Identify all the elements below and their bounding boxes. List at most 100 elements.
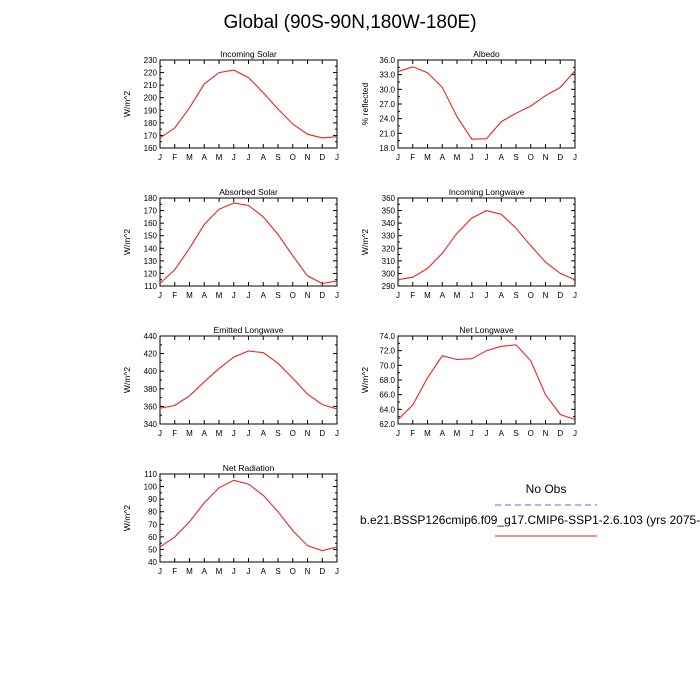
panel-title: Incoming Longwave xyxy=(449,187,525,197)
month-label: O xyxy=(290,429,296,438)
y-tick-label: 210 xyxy=(144,81,158,90)
y-tick-label: 70 xyxy=(148,520,157,529)
y-tick-label: 21.0 xyxy=(379,129,395,138)
month-label: N xyxy=(543,429,549,438)
panel-net-longwave: 62.064.066.068.070.072.074.0J F M A M J J A S O N D… xyxy=(360,325,577,438)
month-label: A xyxy=(202,429,208,438)
month-label: J xyxy=(232,429,236,438)
month-label: A xyxy=(261,429,267,438)
series-line-absorbed-solar xyxy=(159,202,338,285)
panel-title: Incoming Solar xyxy=(220,49,277,59)
plot-frame xyxy=(159,473,338,563)
month-label: S xyxy=(513,429,518,438)
month-label: J xyxy=(335,291,339,300)
month-label: D xyxy=(557,153,563,162)
month-label: M xyxy=(424,291,431,300)
series-line-net-longwave xyxy=(397,344,576,421)
month-label: M xyxy=(186,291,193,300)
month-label: M xyxy=(454,291,461,300)
y-tick-label: 230 xyxy=(144,56,158,65)
y-tick-label: 140 xyxy=(144,244,158,253)
month-label: J xyxy=(247,291,251,300)
y-tick-label: 160 xyxy=(144,144,158,153)
y-tick-label: 170 xyxy=(144,131,158,140)
y-tick-label: 90 xyxy=(148,495,157,504)
y-tick-label: 36.0 xyxy=(379,56,395,65)
month-label: O xyxy=(290,291,296,300)
y-tick-label: 440 xyxy=(144,332,158,341)
y-tick-label: 100 xyxy=(144,483,158,492)
y-tick-label: 360 xyxy=(144,402,158,411)
month-label: D xyxy=(557,291,563,300)
y-tick-label: 160 xyxy=(144,219,158,228)
y-tick-label: 350 xyxy=(382,207,396,216)
y-tick-label: 170 xyxy=(144,207,158,216)
month-label: M xyxy=(454,429,461,438)
y-tick-label: 50 xyxy=(148,545,157,554)
series-line-albedo xyxy=(397,66,576,140)
month-label: J xyxy=(232,153,236,162)
month-label: M xyxy=(186,567,193,576)
month-label: N xyxy=(305,153,311,162)
y-tick-label: 150 xyxy=(144,232,158,241)
month-label: A xyxy=(202,291,208,300)
y-axis-label: W/m^2 xyxy=(122,91,132,117)
y-tick-label: 330 xyxy=(382,232,396,241)
series-line-emitted-longwave xyxy=(159,350,338,410)
y-tick-label: 80 xyxy=(148,508,157,517)
month-label: M xyxy=(216,153,223,162)
month-label: J xyxy=(232,291,236,300)
month-label: M xyxy=(216,429,223,438)
month-label: D xyxy=(319,153,325,162)
month-label: J xyxy=(247,567,251,576)
month-label: O xyxy=(528,291,534,300)
y-tick-label: 62.0 xyxy=(379,420,395,429)
month-label: M xyxy=(424,429,431,438)
y-tick-label: 220 xyxy=(144,69,158,78)
month-label: F xyxy=(410,291,415,300)
panel-title: Net Longwave xyxy=(459,325,514,335)
month-label: M xyxy=(216,291,223,300)
month-label: J xyxy=(158,567,162,576)
y-tick-label: 420 xyxy=(144,350,158,359)
y-tick-label: 340 xyxy=(144,420,158,429)
y-tick-label: 290 xyxy=(382,282,396,291)
y-tick-label: 40 xyxy=(148,558,157,567)
month-label: A xyxy=(261,291,267,300)
y-tick-label: 30.0 xyxy=(379,85,395,94)
month-label: O xyxy=(290,153,296,162)
panel-title: Net Radiation xyxy=(223,463,275,473)
y-tick-label: 27.0 xyxy=(379,100,395,109)
month-label: M xyxy=(424,153,431,162)
month-label: A xyxy=(440,429,446,438)
month-label: A xyxy=(202,153,208,162)
panel-title: Emitted Longwave xyxy=(214,325,284,335)
month-label: J xyxy=(335,567,339,576)
month-label: J xyxy=(573,429,577,438)
y-tick-label: 340 xyxy=(382,219,396,228)
y-axis-label: W/m^2 xyxy=(122,229,132,255)
month-label: S xyxy=(275,291,280,300)
month-label: D xyxy=(319,429,325,438)
month-label: J xyxy=(396,429,400,438)
month-label: F xyxy=(410,153,415,162)
y-tick-label: 320 xyxy=(382,244,396,253)
y-tick-label: 190 xyxy=(144,106,158,115)
series-line-incoming-longwave xyxy=(397,210,576,281)
y-tick-label: 360 xyxy=(382,194,396,203)
y-tick-label: 120 xyxy=(144,269,158,278)
y-tick-label: 180 xyxy=(144,119,158,128)
plot-frame xyxy=(159,335,338,425)
month-label: J xyxy=(335,153,339,162)
month-label: A xyxy=(440,291,446,300)
month-label: D xyxy=(319,567,325,576)
month-label: J xyxy=(485,153,489,162)
y-tick-label: 310 xyxy=(382,257,396,266)
plot-frame xyxy=(159,197,338,287)
month-label: A xyxy=(261,153,267,162)
